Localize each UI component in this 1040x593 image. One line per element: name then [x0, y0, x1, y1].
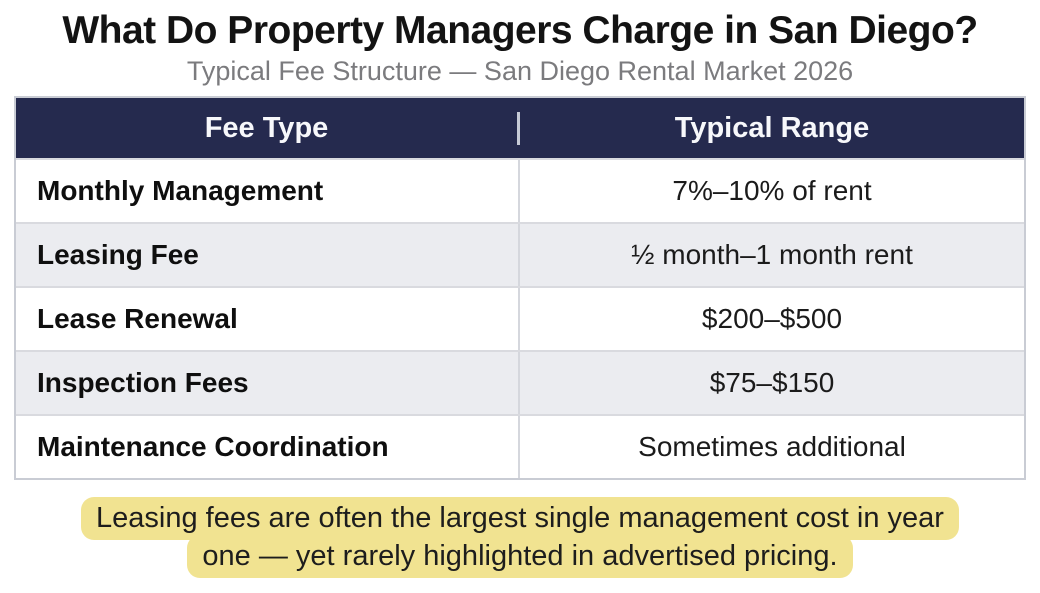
range-cell: Sometimes additional [638, 431, 906, 462]
table-row-monthly-management: Monthly Management 7%–10% of rent [16, 158, 1024, 222]
table-row-leasing-fee: Leasing Fee ½ month–1 month rent [16, 222, 1024, 286]
table-row-lease-renewal: Lease Renewal $200–$500 [16, 286, 1024, 350]
table-row-maintenance-coordination: Maintenance Coordination Sometimes addit… [16, 414, 1024, 478]
range-cell: $75–$150 [709, 367, 835, 398]
fee-type-cell: Lease Renewal [16, 288, 520, 350]
highlighted-note: Leasing fees are often the largest singl… [0, 497, 1040, 578]
range-cell: $200–$500 [701, 303, 843, 334]
fee-type-cell: Monthly Management [16, 160, 520, 222]
page-subtitle: Typical Fee Structure — San Diego Rental… [186, 56, 854, 86]
table-header-row: Fee Type Typical Range [16, 98, 1024, 158]
note-line-2: one — yet rarely highlighted in advertis… [187, 535, 853, 578]
column-header-fee-type: Fee Type [16, 111, 520, 145]
page-title: What Do Property Managers Charge in San … [62, 9, 978, 52]
fee-table: Fee Type Typical Range Monthly Managemen… [14, 96, 1026, 480]
fee-type-cell: Inspection Fees [16, 352, 520, 414]
column-header-typical-range: Typical Range [674, 111, 870, 144]
note-line-1: Leasing fees are often the largest singl… [81, 497, 959, 540]
range-cell: 7%–10% of rent [672, 175, 872, 206]
fee-type-cell: Leasing Fee [16, 224, 520, 286]
fee-type-cell: Maintenance Coordination [16, 416, 520, 478]
table-row-inspection-fees: Inspection Fees $75–$150 [16, 350, 1024, 414]
range-cell: ½ month–1 month rent [631, 239, 913, 270]
